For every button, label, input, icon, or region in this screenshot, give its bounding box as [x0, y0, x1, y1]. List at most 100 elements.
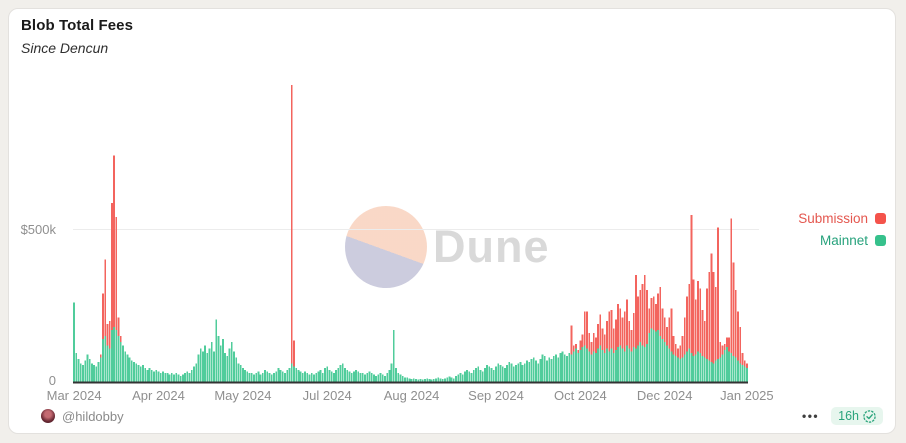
bar-submission[interactable] [110, 202, 113, 330]
bar-mainnet[interactable] [526, 360, 528, 382]
bar-mainnet[interactable] [406, 377, 409, 382]
bar-mainnet[interactable] [122, 345, 124, 382]
bar-mainnet[interactable] [397, 372, 400, 382]
bar-mainnet[interactable] [566, 355, 568, 382]
bar-mainnet[interactable] [439, 378, 442, 382]
bar-submission[interactable] [597, 323, 600, 349]
bar-submission[interactable] [710, 253, 713, 363]
bar-mainnet[interactable] [495, 366, 497, 382]
bar-mainnet[interactable] [641, 345, 644, 382]
bar-submission[interactable] [659, 287, 662, 337]
bar-mainnet[interactable] [246, 371, 249, 382]
bar-mainnet[interactable] [288, 368, 291, 382]
bar-submission[interactable] [595, 337, 597, 353]
bar-mainnet[interactable] [126, 354, 129, 382]
bar-submission[interactable] [113, 155, 115, 327]
bar-submission[interactable] [575, 343, 577, 349]
bar-mainnet[interactable] [610, 348, 613, 382]
bar-mainnet[interactable] [484, 368, 486, 382]
bar-mainnet[interactable] [575, 348, 577, 382]
bar-mainnet[interactable] [448, 376, 451, 382]
bar-submission[interactable] [743, 360, 746, 367]
bar-mainnet[interactable] [517, 363, 520, 382]
bar-mainnet[interactable] [648, 333, 651, 382]
bar-mainnet[interactable] [464, 371, 466, 382]
bar-mainnet[interactable] [412, 378, 415, 382]
bar-mainnet[interactable] [377, 374, 380, 382]
bar-mainnet[interactable] [615, 349, 617, 382]
bar-mainnet[interactable] [226, 355, 229, 382]
bar-mainnet[interactable] [339, 365, 342, 382]
bar-submission[interactable] [115, 216, 118, 330]
bar-submission[interactable] [106, 323, 109, 346]
bar-mainnet[interactable] [690, 352, 693, 382]
bar-mainnet[interactable] [446, 377, 449, 382]
bar-submission[interactable] [746, 363, 748, 369]
bar-mainnet[interactable] [293, 366, 295, 382]
bar-mainnet[interactable] [99, 357, 102, 382]
legend-item-submission[interactable]: Submission [798, 208, 886, 229]
bar-mainnet[interactable] [701, 355, 704, 382]
bar-mainnet[interactable] [408, 378, 411, 382]
bar-mainnet[interactable] [426, 378, 429, 382]
bar-mainnet[interactable] [714, 360, 717, 382]
bar-mainnet[interactable] [106, 345, 109, 382]
bar-series[interactable] [73, 85, 748, 382]
bar-mainnet[interactable] [148, 368, 151, 382]
bar-submission[interactable] [639, 290, 642, 343]
bar-mainnet[interactable] [419, 378, 422, 382]
bar-mainnet[interactable] [384, 375, 386, 382]
bar-mainnet[interactable] [348, 371, 351, 382]
bar-mainnet[interactable] [139, 366, 142, 382]
bar-mainnet[interactable] [548, 357, 551, 382]
bar-mainnet[interactable] [233, 351, 235, 382]
bar-submission[interactable] [632, 313, 635, 347]
bar-submission[interactable] [652, 296, 655, 330]
bar-mainnet[interactable] [510, 363, 513, 382]
bar-mainnet[interactable] [621, 348, 624, 382]
bar-mainnet[interactable] [208, 348, 211, 382]
bar-mainnet[interactable] [450, 377, 453, 382]
bar-submission[interactable] [590, 342, 593, 355]
bar-mainnet[interactable] [219, 345, 222, 382]
bar-mainnet[interactable] [381, 374, 384, 382]
bar-submission[interactable] [741, 352, 744, 366]
bar-mainnet[interactable] [259, 374, 262, 382]
bar-submission[interactable] [697, 281, 699, 352]
bar-submission[interactable] [606, 320, 608, 349]
bar-mainnet[interactable] [130, 360, 133, 382]
bar-mainnet[interactable] [202, 351, 204, 382]
bar-submission[interactable] [646, 290, 648, 344]
bar-mainnet[interactable] [657, 329, 659, 382]
bar-submission[interactable] [621, 317, 624, 349]
bar-mainnet[interactable] [315, 372, 318, 382]
bar-mainnet[interactable] [417, 379, 420, 382]
bar-mainnet[interactable] [268, 372, 271, 382]
bar-mainnet[interactable] [399, 374, 402, 382]
bar-submission[interactable] [717, 227, 719, 360]
author-link[interactable]: @hildobby [41, 409, 124, 424]
bar-mainnet[interactable] [104, 336, 107, 382]
bar-mainnet[interactable] [737, 360, 739, 382]
bar-mainnet[interactable] [721, 354, 724, 382]
bar-mainnet[interactable] [595, 352, 597, 382]
bar-mainnet[interactable] [239, 365, 242, 382]
bar-mainnet[interactable] [543, 355, 546, 382]
bar-mainnet[interactable] [159, 372, 162, 382]
bar-mainnet[interactable] [270, 374, 273, 382]
bar-submission[interactable] [117, 317, 120, 337]
bar-mainnet[interactable] [304, 371, 306, 382]
bar-mainnet[interactable] [461, 374, 464, 382]
bar-mainnet[interactable] [734, 357, 737, 382]
bar-mainnet[interactable] [521, 365, 524, 382]
bar-mainnet[interactable] [284, 372, 286, 382]
bar-submission[interactable] [650, 297, 653, 329]
bar-mainnet[interactable] [710, 362, 713, 382]
bar-submission[interactable] [119, 336, 122, 343]
bar-mainnet[interactable] [572, 351, 575, 382]
bar-mainnet[interactable] [441, 378, 444, 382]
bar-submission[interactable] [737, 311, 739, 361]
bar-mainnet[interactable] [255, 372, 258, 382]
bar-submission[interactable] [703, 320, 706, 358]
bar-mainnet[interactable] [266, 371, 269, 382]
